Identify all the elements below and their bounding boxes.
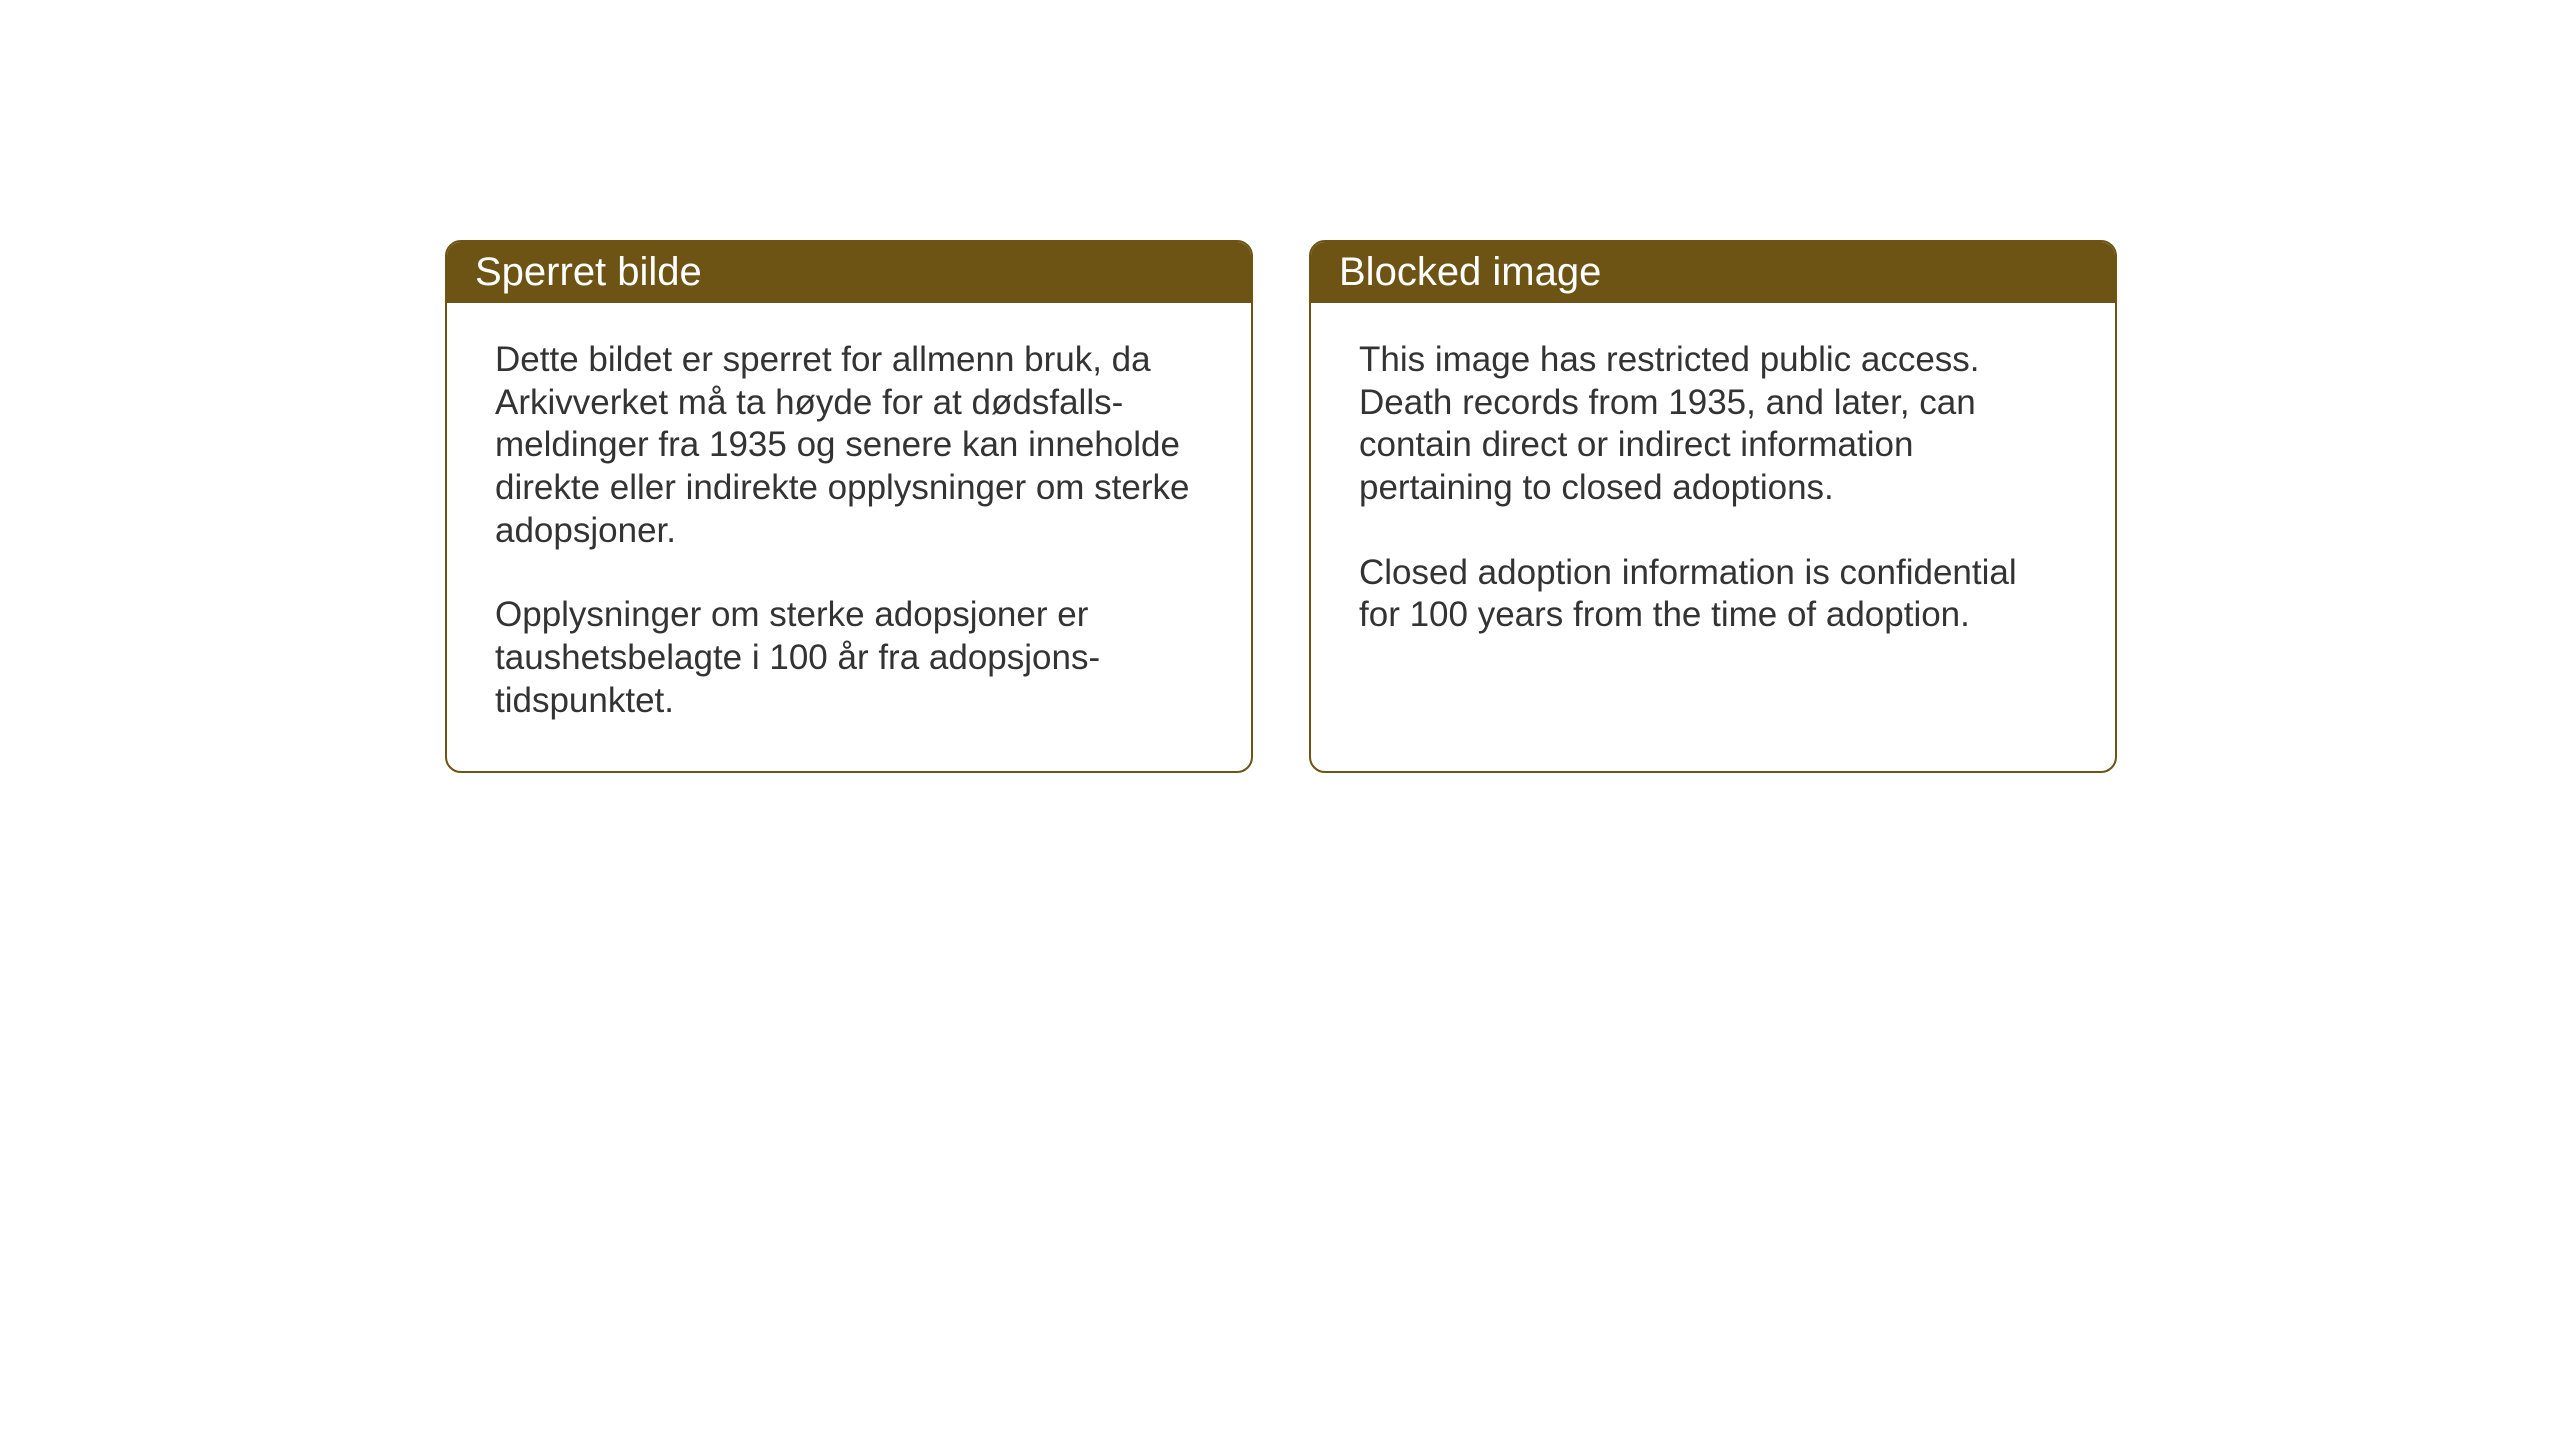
english-paragraph-1: This image has restricted public access.… — [1359, 339, 2067, 510]
norwegian-paragraph-1: Dette bildet er sperret for allmenn bruk… — [495, 339, 1203, 552]
english-info-card: Blocked image This image has restricted … — [1309, 240, 2117, 773]
norwegian-info-card: Sperret bilde Dette bildet er sperret fo… — [445, 240, 1253, 773]
norwegian-paragraph-2: Opplysninger om sterke adopsjoner er tau… — [495, 594, 1203, 722]
norwegian-card-title: Sperret bilde — [475, 250, 702, 294]
english-card-header: Blocked image — [1311, 242, 2115, 303]
norwegian-card-header: Sperret bilde — [447, 242, 1251, 303]
english-card-body: This image has restricted public access.… — [1311, 303, 2115, 685]
info-cards-container: Sperret bilde Dette bildet er sperret fo… — [445, 240, 2117, 773]
english-paragraph-2: Closed adoption information is confident… — [1359, 552, 2067, 637]
norwegian-card-body: Dette bildet er sperret for allmenn bruk… — [447, 303, 1251, 771]
english-card-title: Blocked image — [1339, 250, 1601, 294]
